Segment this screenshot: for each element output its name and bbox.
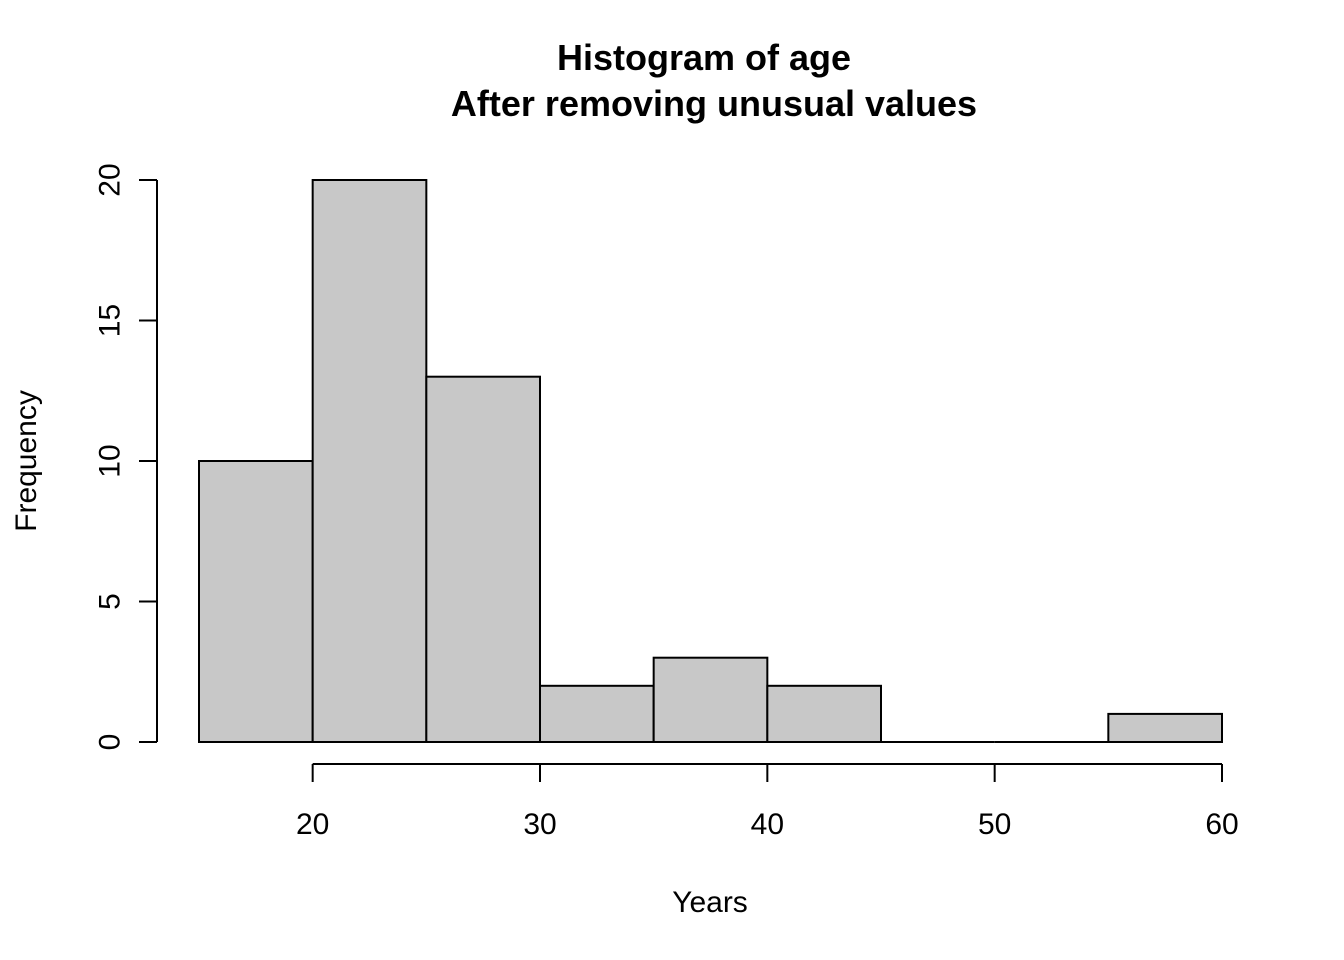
histogram-bar bbox=[425, 375, 542, 743]
y-tick-label: 5 bbox=[94, 593, 127, 610]
histogram-bar bbox=[1107, 712, 1224, 744]
x-tick-label: 60 bbox=[1205, 808, 1238, 841]
histogram-bar bbox=[766, 684, 882, 743]
x-axis: 20 30 40 50 60 bbox=[296, 763, 1239, 841]
y-tick-label: 15 bbox=[94, 304, 127, 337]
histogram-bar bbox=[198, 460, 314, 743]
y-tick-label: 0 bbox=[94, 734, 127, 751]
x-tick-label: 20 bbox=[296, 808, 329, 841]
x-tick-label: 30 bbox=[523, 808, 556, 841]
y-axis-title: Frequency bbox=[10, 390, 43, 532]
histogram-bar bbox=[539, 684, 655, 743]
x-tick-label: 50 bbox=[978, 808, 1011, 841]
x-axis-title: Years bbox=[672, 886, 748, 919]
y-tick-label: 10 bbox=[94, 444, 127, 477]
y-axis: 0 5 10 15 20 bbox=[94, 163, 158, 750]
y-tick-label: 20 bbox=[94, 163, 127, 196]
chart-subtitle: After removing unusual values bbox=[451, 83, 977, 124]
histogram-bars bbox=[198, 179, 1224, 744]
x-tick-label: 40 bbox=[751, 808, 784, 841]
histogram-bar bbox=[652, 656, 769, 744]
histogram-bar bbox=[311, 179, 428, 743]
chart-title: Histogram of age bbox=[557, 37, 851, 78]
